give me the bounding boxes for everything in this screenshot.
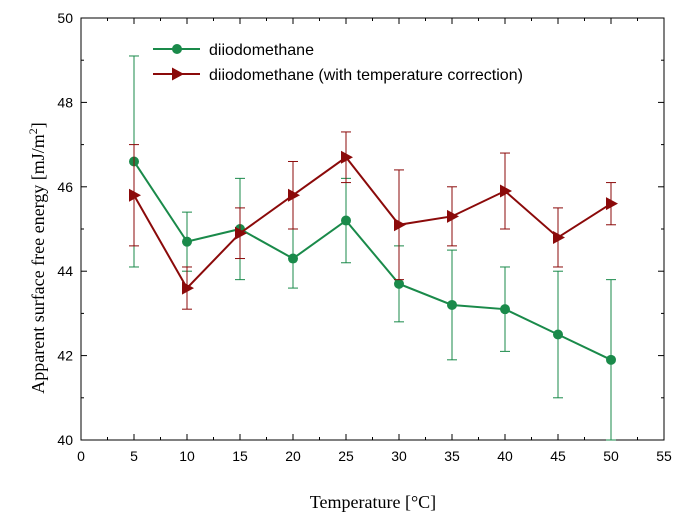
x-tick-label: 10 bbox=[179, 448, 195, 464]
legend: diiodomethane diiodomethane (with tempera… bbox=[153, 42, 523, 84]
data-point bbox=[182, 281, 194, 295]
y-axis-title-superscript: 2 bbox=[26, 128, 40, 134]
data-point bbox=[500, 184, 512, 198]
data-point bbox=[606, 197, 618, 211]
y-tick-label: 50 bbox=[57, 10, 73, 26]
x-tick-label: 5 bbox=[130, 448, 138, 464]
data-point bbox=[288, 253, 298, 264]
x-tick-label: 55 bbox=[656, 448, 672, 464]
legend-label: diiodomethane (with temperature correcti… bbox=[209, 67, 523, 84]
x-axis: 0 5 10 15 20 25 30 35 40 45 50 55 bbox=[77, 18, 672, 464]
y-axis: 40 42 44 46 48 50 bbox=[57, 10, 664, 448]
data-point bbox=[235, 226, 247, 240]
data-point bbox=[394, 218, 406, 232]
x-tick-label: 30 bbox=[391, 448, 407, 464]
series-2 bbox=[129, 131, 618, 310]
data-point bbox=[288, 188, 300, 202]
data-point bbox=[500, 304, 510, 315]
data-point bbox=[553, 230, 565, 244]
series-1 bbox=[129, 55, 616, 441]
x-tick-label: 15 bbox=[232, 448, 248, 464]
data-point bbox=[553, 329, 563, 340]
y-axis-title-main: Apparent surface free energy [mJ/m bbox=[28, 134, 48, 394]
x-tick-label: 20 bbox=[285, 448, 301, 464]
y-tick-label: 46 bbox=[57, 179, 73, 195]
x-tick-label: 25 bbox=[338, 448, 354, 464]
y-tick-label: 48 bbox=[57, 94, 73, 110]
data-point bbox=[447, 209, 459, 223]
y-tick-label: 42 bbox=[57, 348, 73, 364]
x-tick-label: 50 bbox=[603, 448, 619, 464]
y-tick-label: 44 bbox=[57, 263, 73, 279]
x-tick-label: 35 bbox=[444, 448, 460, 464]
y-tick-label: 40 bbox=[57, 432, 73, 448]
series-line bbox=[133, 160, 612, 361]
data-point bbox=[606, 354, 616, 365]
series-line bbox=[133, 155, 612, 290]
data-point bbox=[182, 236, 192, 247]
x-tick-label: 45 bbox=[550, 448, 566, 464]
y-axis-title: Apparent surface free energy [mJ/m2] bbox=[26, 122, 48, 394]
data-point bbox=[341, 215, 351, 226]
data-point bbox=[394, 278, 404, 289]
legend-label: diiodomethane bbox=[209, 42, 314, 59]
data-point bbox=[447, 299, 457, 310]
series-layer bbox=[129, 55, 618, 441]
legend-marker bbox=[172, 44, 182, 54]
data-point bbox=[129, 188, 141, 202]
legend-marker bbox=[172, 67, 184, 81]
x-tick-label: 40 bbox=[497, 448, 513, 464]
data-point bbox=[341, 150, 353, 164]
x-axis-title: Temperature [°C] bbox=[310, 492, 436, 512]
x-tick-label: 0 bbox=[77, 448, 85, 464]
y-axis-title-end: ] bbox=[28, 122, 48, 128]
